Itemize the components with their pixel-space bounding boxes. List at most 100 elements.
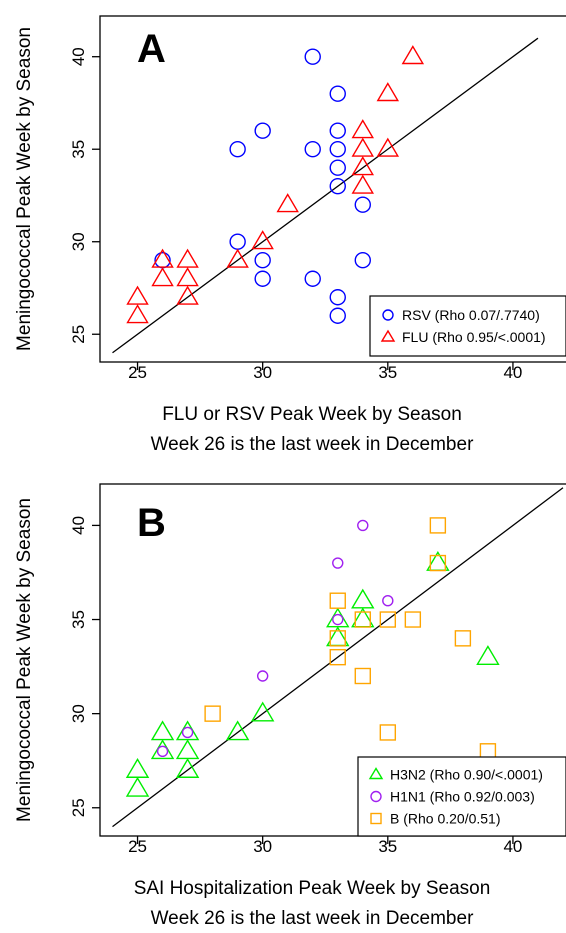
x-axis-sublabel: Week 26 is the last week in December	[151, 434, 474, 455]
data-point	[276, 193, 299, 213]
x-tick-label: 30	[253, 363, 272, 382]
y-tick-label: 25	[69, 325, 88, 344]
data-point	[204, 705, 221, 722]
data-point	[254, 270, 271, 287]
x-axis-label: FLU or RSV Peak Week by Season	[162, 404, 462, 425]
data-point	[329, 159, 346, 176]
data-point	[126, 285, 149, 305]
data-point	[176, 248, 199, 268]
data-point	[351, 174, 375, 194]
panel-b: 25 30 35 40 25 30 35 40 SAI Hospitalization Peak…	[14, 483, 566, 929]
data-point	[401, 45, 425, 65]
x-tick-label: 25	[128, 363, 147, 382]
data-point	[332, 557, 344, 569]
data-point	[254, 122, 271, 139]
legend-label: B (Rho 0.20/0.51)	[390, 811, 501, 827]
reference-line	[112, 37, 539, 354]
legend: RSV (Rho 0.07/.7740) FLU (Rho 0.95/<.0001…	[369, 295, 566, 357]
legend-label: H3N2 (Rho 0.90/<.0001)	[390, 767, 543, 783]
x-axis-label: SAI Hospitalization Peak Week by Season	[134, 878, 491, 899]
legend-box	[357, 756, 566, 837]
data-point	[376, 82, 400, 102]
x-tick-label: 40	[503, 363, 522, 382]
data-point	[126, 304, 149, 324]
series-2	[204, 517, 497, 760]
y-tick-label: 40	[69, 47, 88, 66]
data-point	[376, 137, 400, 157]
data-point	[329, 307, 346, 324]
data-point	[304, 48, 321, 65]
data-point	[379, 611, 397, 628]
data-point	[329, 630, 346, 647]
data-point	[226, 248, 249, 268]
data-point	[151, 267, 174, 287]
data-point	[354, 252, 371, 269]
data-point	[429, 554, 447, 572]
data-point	[329, 178, 346, 195]
data-point	[329, 141, 346, 158]
y-tick-label: 35	[69, 140, 88, 159]
data-point	[329, 648, 346, 666]
data-point	[251, 230, 274, 250]
data-point	[379, 724, 397, 741]
reference-line	[112, 487, 564, 828]
legend-marker	[382, 309, 394, 321]
data-point	[382, 595, 394, 607]
data-point	[354, 196, 371, 213]
legend-marker	[370, 790, 382, 803]
data-point	[176, 285, 199, 305]
y-tick-label: 30	[69, 704, 88, 723]
data-point	[332, 613, 344, 626]
data-point	[476, 645, 500, 666]
x-tick-label: 30	[253, 837, 272, 856]
data-point	[175, 758, 200, 778]
panel-a: 25 30 35 40 25 30 35 40 FLU or RSV Peak Week by …	[14, 15, 566, 455]
legend-label: FLU (Rho 0.95/<.0001)	[402, 329, 546, 345]
data-point	[229, 141, 246, 158]
legend-marker	[370, 812, 382, 825]
plot-frame	[99, 483, 566, 837]
legend-marker	[368, 767, 384, 780]
legend: H3N2 (Rho 0.90/<.0001) H1N1 (Rho 0.92/0.0…	[357, 756, 566, 837]
panel-letter: A	[137, 27, 166, 71]
y-axis-label: Meningococcal Peak Week by Season	[14, 498, 35, 822]
data-point	[175, 739, 200, 760]
data-point	[225, 720, 250, 741]
x-axis-sublabel: Week 26 is the last week in December	[151, 908, 474, 929]
data-point	[156, 745, 169, 757]
plot-frame	[99, 15, 566, 363]
data-point	[250, 701, 275, 722]
series-1	[156, 519, 394, 757]
data-point	[351, 119, 375, 139]
y-tick-label: 25	[69, 798, 88, 817]
data-point	[357, 519, 369, 532]
panel-letter: B	[137, 501, 166, 545]
data-point	[354, 667, 371, 685]
data-point	[229, 233, 246, 250]
data-point	[454, 630, 472, 647]
y-tick-label: 40	[69, 516, 88, 535]
data-point	[354, 611, 371, 628]
data-point	[181, 726, 194, 739]
x-tick-label: 40	[503, 837, 522, 856]
x-tick-label: 25	[128, 837, 147, 856]
y-tick-label: 35	[69, 610, 88, 629]
data-point	[125, 758, 150, 778]
y-axis-label: Meningococcal Peak Week by Season	[14, 27, 35, 351]
data-point	[329, 289, 346, 306]
data-point	[150, 720, 175, 741]
data-point	[125, 776, 150, 797]
data-point	[404, 611, 422, 628]
legend-box	[369, 295, 566, 357]
data-point	[329, 85, 346, 102]
data-point	[429, 517, 447, 534]
legend-marker	[380, 329, 396, 342]
data-point	[256, 670, 269, 682]
data-point	[329, 592, 346, 609]
legend-label: H1N1 (Rho 0.92/0.003)	[390, 789, 535, 805]
data-point	[351, 137, 375, 157]
x-tick-label: 35	[378, 363, 397, 382]
series-1	[126, 45, 425, 324]
data-point	[151, 248, 174, 268]
